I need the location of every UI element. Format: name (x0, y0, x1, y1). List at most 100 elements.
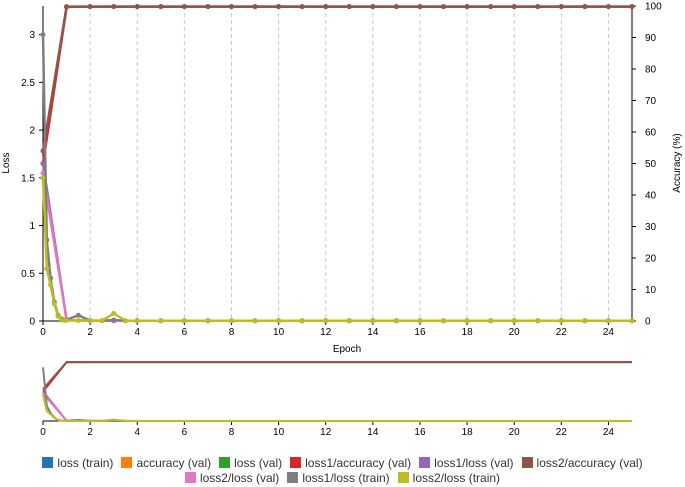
y-axis-title-left: Loss (1, 152, 12, 173)
series-line-0 (41, 5, 632, 164)
series-5-point-16 (228, 318, 234, 324)
series-5-point-8 (87, 318, 93, 324)
series-5-point-30 (558, 318, 564, 324)
series-5-point-4 (55, 313, 61, 319)
x-tick-label-20: 20 (509, 327, 521, 338)
series-1-point-5 (158, 4, 164, 10)
legend-label: loss2/loss (val) (199, 471, 280, 485)
legend-item[interactable]: loss1/accuracy (val) (290, 456, 411, 471)
series-1-point-2 (87, 4, 93, 10)
series-5-point-25 (441, 318, 447, 324)
series-1-point-14 (370, 4, 376, 10)
main-grid (89, 6, 609, 321)
overview-x-tick-label-20: 20 (509, 427, 521, 438)
legend-item[interactable]: loss1/loss (val) (419, 456, 514, 471)
series-5-point-26 (464, 318, 470, 324)
series-5-point-29 (535, 318, 541, 324)
series-1-point-15 (393, 4, 399, 10)
overview-series-group (42, 361, 632, 422)
x-tick-label-14: 14 (367, 327, 379, 338)
legend-item[interactable]: loss2/accuracy (val) (521, 456, 643, 471)
legend-swatch (397, 472, 409, 483)
legend-item[interactable]: loss2/loss (train) (397, 471, 500, 486)
series-5-point-24 (417, 318, 423, 324)
series-1-point-19 (488, 4, 494, 10)
x-tick-label-6: 6 (182, 327, 188, 338)
y-right-tick-label-20: 20 (645, 254, 657, 265)
series-line-2 (41, 163, 632, 323)
overview-x-tick-label-0: 0 (40, 427, 46, 438)
series-1-point-1 (64, 4, 70, 10)
legend-item[interactable]: loss (val) (219, 456, 282, 471)
y-right-tick-label-30: 30 (645, 222, 657, 233)
y-left-tick-label-1.5: 1.5 (21, 173, 35, 184)
legend-label: loss (train) (57, 456, 114, 470)
overview-x-tick-label-6: 6 (182, 427, 188, 438)
y-right-tick-label-0: 0 (645, 317, 651, 328)
overview-series-line-0 (42, 361, 632, 393)
series-3-point-0 (40, 170, 46, 176)
main-series-group (40, 4, 635, 324)
y-right-tick-label-80: 80 (645, 65, 657, 76)
series-1 (40, 4, 635, 154)
overview-x-tick-label-24: 24 (603, 427, 615, 438)
legend-swatch (184, 472, 196, 483)
series-4-point-0 (40, 32, 46, 38)
series-5-point-3 (51, 301, 57, 307)
series-line-3 (41, 172, 632, 323)
series-5-point-13 (158, 318, 164, 324)
legend-label: loss1/accuracy (val) (305, 456, 412, 470)
x-tick-label-8: 8 (229, 327, 235, 338)
y-left-tick-label-2.5: 2.5 (21, 78, 35, 89)
series-5-point-21 (346, 318, 352, 324)
overview-x-axis: 0 2 4 6 8 10 12 14 16 18 20 22 24 (40, 420, 632, 438)
series-5-point-32 (605, 318, 611, 324)
series-1-point-3 (111, 4, 117, 10)
series-5-point-20 (323, 318, 329, 324)
y-right-tick-label-90: 90 (645, 33, 657, 44)
series-5-point-5 (59, 317, 65, 323)
series-5-point-17 (252, 318, 258, 324)
x-axis-title: Epoch (333, 344, 361, 355)
series-4 (40, 32, 635, 324)
series-1-point-10 (276, 4, 282, 10)
legend-swatch (121, 457, 133, 468)
overview-x-tick-label-10: 10 (273, 427, 285, 438)
legend-item[interactable]: loss2/loss (val) (184, 471, 280, 486)
series-5-point-1 (44, 266, 50, 271)
overview-series-line-5 (42, 393, 632, 422)
legend-item[interactable]: loss (train) (42, 456, 113, 471)
series-5-point-2 (48, 282, 54, 288)
x-tick-label-4: 4 (134, 327, 140, 338)
series-5-point-31 (582, 318, 588, 324)
y-right-tick-label-60: 60 (645, 128, 657, 139)
series-5-point-22 (370, 318, 376, 324)
chart-canvas: 0 2 4 6 8 10 12 14 16 18 20 22 24 00.511.522.53 0102… (1, 2, 683, 439)
series-5-point-7 (75, 318, 81, 324)
legend-item[interactable]: loss1/loss (train) (287, 471, 390, 486)
x-tick-label-0: 0 (40, 327, 46, 338)
y-right-tick-label-50: 50 (645, 159, 657, 170)
series-1-point-7 (205, 4, 211, 10)
series-5 (40, 175, 635, 324)
series-5-point-9 (99, 318, 105, 324)
series-1-point-16 (417, 4, 423, 10)
legend-label: accuracy (val) (136, 456, 212, 470)
series-2 (40, 161, 635, 324)
legend-item[interactable]: accuracy (val) (121, 456, 211, 471)
overview-x-tick-label-8: 8 (229, 427, 235, 438)
main-chart: 0 2 4 6 8 10 12 14 16 18 20 22 24 00.511.522.53 0102… (1, 2, 683, 356)
legend-swatch (42, 457, 54, 468)
series-1-point-22 (558, 4, 564, 10)
y-right-tick-label-70: 70 (645, 96, 657, 107)
x-tick-label-18: 18 (462, 327, 474, 338)
y-right-tick-label-100: 100 (645, 2, 662, 13)
y-left-tick-label-0.5: 0.5 (21, 269, 35, 280)
series-3 (40, 170, 635, 324)
series-1-point-4 (134, 4, 140, 10)
overview-chart[interactable]: 0 2 4 6 8 10 12 14 16 18 20 22 24 (40, 361, 632, 438)
x-tick-label-24: 24 (603, 327, 615, 338)
x-tick-label-2: 2 (87, 327, 93, 338)
legend-swatch (521, 457, 533, 468)
overview-series-line-1 (42, 361, 632, 390)
